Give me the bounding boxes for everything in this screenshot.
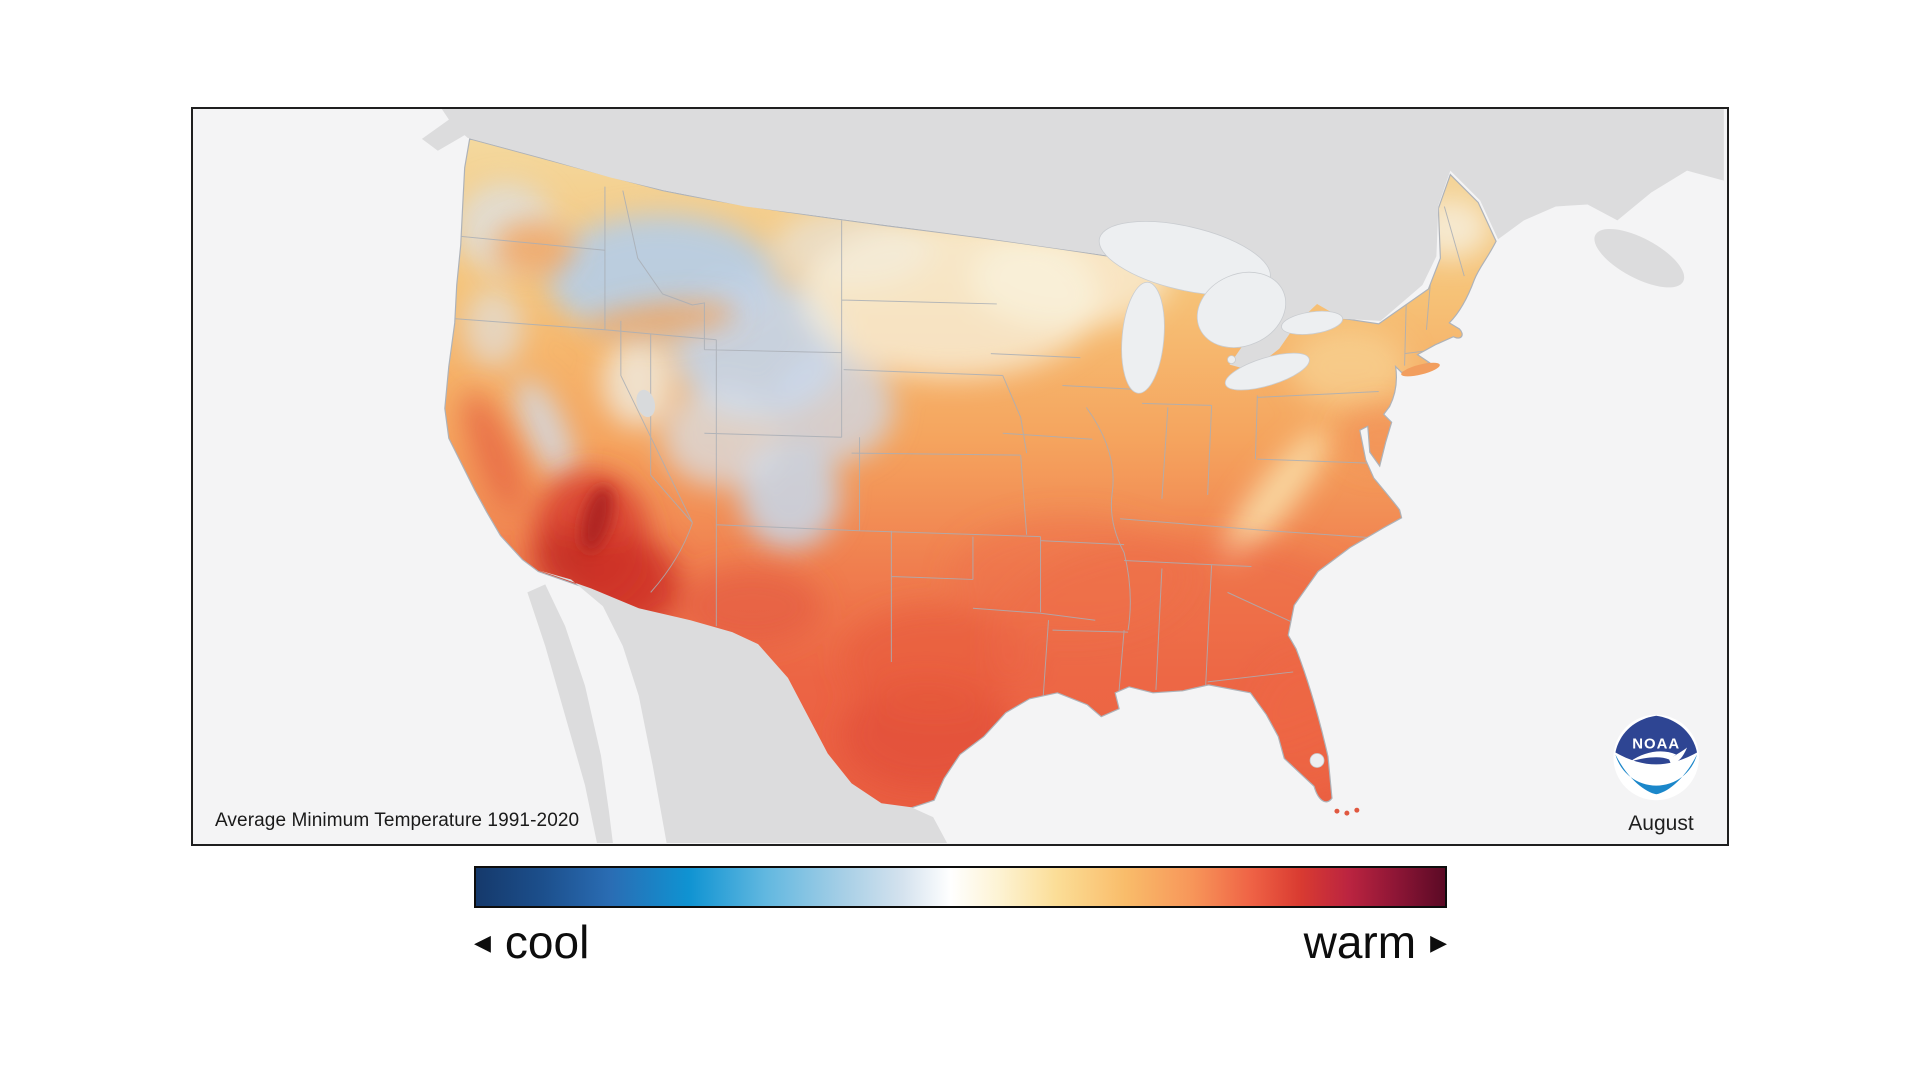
state-borders — [444, 186, 1465, 706]
temperature-map-panel: NOAA Average Minimum Temperature 1991-20… — [191, 107, 1729, 846]
us-temperature-map: NOAA — [195, 109, 1725, 844]
right-arrow-icon: ▶ — [1430, 930, 1447, 955]
great-lakes — [1098, 221, 1344, 768]
month-label: August — [1628, 812, 1694, 835]
cool-label-group: ◀ cool — [474, 919, 589, 965]
long-island — [1401, 362, 1440, 377]
lake-st-clair — [1227, 355, 1236, 365]
mexico-silhouette — [527, 570, 948, 844]
noaa-logo: NOAA — [1613, 714, 1699, 801]
temperature-colorbar — [474, 866, 1447, 908]
lake-okeechobee — [1309, 753, 1325, 768]
hottest-valley-patch — [580, 485, 614, 552]
baja-california — [527, 584, 613, 844]
hot-temperature-patches — [463, 220, 1419, 796]
warm-label-group: warm ▶ — [1304, 919, 1447, 965]
left-arrow-icon: ◀ — [474, 930, 491, 955]
great-salt-lake — [636, 389, 656, 418]
noaa-logo-top-shape — [1615, 715, 1697, 765]
colorbar-gradient — [474, 866, 1447, 908]
us-coastline — [444, 138, 1497, 809]
noaa-logo-text: NOAA — [1632, 737, 1680, 753]
florida-keys — [1334, 807, 1360, 816]
lake-erie — [1224, 352, 1310, 391]
map-caption: Average Minimum Temperature 1991-2020 — [215, 810, 580, 831]
nova-scotia — [1594, 228, 1685, 288]
noaa-logo-seagull-icon — [1630, 747, 1688, 765]
cool-label: cool — [504, 916, 590, 968]
warm-label: warm — [1303, 916, 1417, 968]
vancouver-island — [421, 110, 488, 151]
noaa-logo-wave-shape — [1615, 754, 1697, 795]
lake-ontario — [1281, 310, 1344, 335]
colorbar-labels: ◀ cool warm ▶ — [474, 916, 1447, 968]
canada-silhouette — [421, 109, 1724, 371]
lake-huron — [1196, 271, 1287, 348]
lake-michigan — [1121, 281, 1165, 394]
prince-edward-island — [1592, 197, 1623, 212]
